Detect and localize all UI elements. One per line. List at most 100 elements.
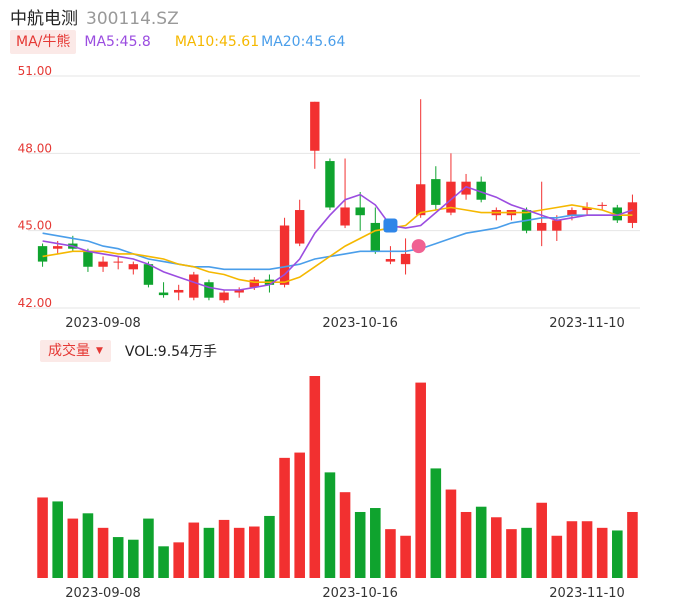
bear-marker-icon: [383, 218, 398, 233]
volume-bar: [82, 513, 94, 578]
volume-legend: 成交量 ▼ VOL:9.54万手: [40, 340, 217, 362]
volume-bar: [491, 517, 502, 578]
candle-body: [113, 261, 123, 263]
volume-bar: [551, 535, 563, 578]
volume-bar: [128, 539, 139, 578]
x-tick-label: 2023-09-08: [65, 586, 141, 601]
candle-body: [143, 264, 154, 285]
candle-body: [627, 202, 638, 223]
candle-body: [476, 181, 486, 200]
volume-bar: [97, 527, 109, 578]
ma10-value: MA10:45.61: [174, 34, 260, 50]
candle-body: [446, 181, 456, 213]
volume-bar: [415, 382, 426, 578]
x-tick-label: 2023-11-10: [549, 586, 625, 601]
candle-body: [294, 210, 305, 244]
candle-body: [249, 279, 260, 288]
volume-bar: [370, 508, 381, 578]
y-tick-label: 48.00: [18, 141, 52, 155]
y-tick-label: 51.00: [18, 64, 52, 78]
volume-value: VOL:9.54万手: [124, 344, 217, 360]
volume-bar: [158, 546, 169, 578]
volume-bar: [445, 489, 457, 578]
volume-bar: [612, 530, 623, 578]
x-tick-label: 2023-09-08: [65, 316, 141, 331]
volume-bar: [173, 542, 184, 578]
volume-bar: [596, 527, 608, 578]
volume-bar: [279, 457, 290, 578]
caret-down-icon: ▼: [96, 346, 103, 356]
x-tick-label: 2023-11-10: [549, 316, 625, 331]
candle-body: [279, 225, 290, 285]
x-tick-label: 2023-10-16: [322, 586, 398, 601]
volume-bar: [536, 502, 547, 578]
candle-body: [400, 253, 411, 265]
volume-bar: [581, 521, 593, 578]
y-tick-label: 42.00: [18, 296, 52, 310]
volume-bar: [339, 492, 351, 578]
volume-bar: [627, 511, 638, 578]
volume-bar: [233, 527, 245, 578]
candle-body: [612, 207, 623, 221]
ma5-value: MA5:45.8: [84, 34, 151, 50]
bull-marker-icon: [411, 239, 426, 254]
ma10-line: [42, 204, 633, 283]
stock-code: 300114.SZ: [86, 9, 179, 29]
y-tick-label: 45.00: [18, 219, 52, 233]
candle-body: [234, 289, 244, 293]
volume-bar: [52, 501, 63, 578]
volume-bar: [264, 515, 275, 578]
candle-body: [37, 246, 48, 262]
volume-bar: [143, 518, 154, 578]
volume-bar: [218, 519, 230, 578]
candle-body: [582, 207, 592, 211]
candle-body: [219, 292, 229, 301]
candle-body: [567, 210, 577, 216]
candle-body: [461, 181, 471, 195]
volume-bar: [324, 472, 336, 578]
x-tick-label: 2023-10-16: [322, 316, 398, 331]
stock-name: 中航电测: [10, 9, 78, 29]
volume-bar: [521, 527, 532, 578]
volume-bar: [37, 497, 48, 578]
candle-body: [189, 274, 199, 298]
candle-body: [552, 220, 562, 231]
candle-body: [325, 161, 335, 208]
volume-bar: [188, 522, 200, 578]
candle-body: [83, 251, 93, 267]
volume-bar: [506, 529, 517, 578]
volume-bar: [112, 537, 124, 578]
ma-toggle-button[interactable]: MA/牛熊: [10, 30, 77, 54]
volume-bar: [309, 376, 321, 578]
volume-bar: [400, 535, 411, 578]
stock-header: 中航电测 300114.SZ: [10, 4, 179, 29]
candle-body: [340, 207, 350, 226]
volume-bar: [385, 529, 396, 578]
volume-bar: [294, 452, 305, 578]
candle-body: [158, 292, 169, 296]
volume-bar: [203, 527, 215, 578]
candle-body: [536, 222, 547, 231]
volume-indicator-dropdown[interactable]: 成交量 ▼: [40, 340, 111, 362]
candle-body: [597, 204, 607, 206]
volume-bar: [475, 506, 487, 578]
ma20-value: MA20:45.64: [261, 34, 346, 50]
candle-body: [173, 289, 184, 293]
ma-legend: MA/牛熊 MA5:45.8 MA10:45.61 MA20:45.64: [10, 30, 345, 54]
candle-body: [370, 222, 381, 252]
volume-bar: [354, 511, 366, 578]
volume-bar: [67, 518, 79, 578]
candle-body: [355, 207, 365, 216]
ma5-line: [42, 185, 633, 291]
volume-bar: [249, 526, 260, 578]
candle-body: [128, 264, 139, 270]
volume-bar: [430, 468, 442, 578]
candle-body: [98, 261, 108, 267]
volume-dropdown-label: 成交量: [48, 343, 90, 359]
candle-body: [204, 282, 214, 298]
volume-bar: [566, 521, 578, 578]
candle-body: [52, 246, 63, 249]
candle-body: [385, 259, 396, 262]
candle-body: [431, 179, 441, 205]
